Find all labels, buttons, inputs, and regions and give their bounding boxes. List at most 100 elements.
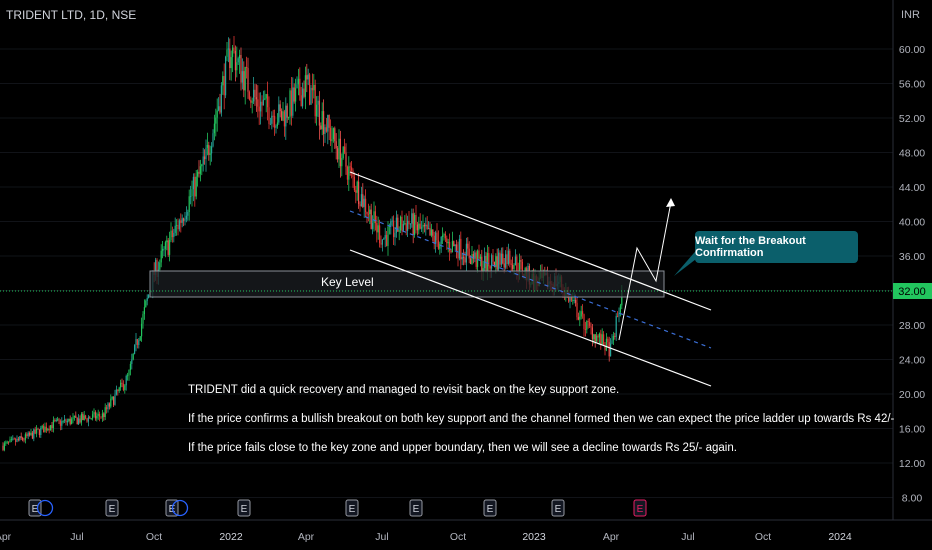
candle-body bbox=[393, 220, 395, 238]
candle-body bbox=[183, 218, 185, 221]
breakout-callout[interactable]: Wait for the Breakout Confirmation bbox=[695, 231, 858, 263]
candle-body bbox=[414, 214, 416, 235]
candle-body bbox=[320, 125, 322, 130]
earnings-marker[interactable]: E bbox=[345, 499, 359, 517]
candle-body bbox=[85, 415, 87, 419]
channel-mid-line[interactable] bbox=[349, 210, 712, 349]
channel-lower-line[interactable] bbox=[349, 249, 712, 387]
candle-body bbox=[106, 407, 108, 410]
earnings-marker[interactable]: E bbox=[633, 499, 647, 517]
x-tick-label: Apr bbox=[603, 531, 620, 543]
key-level-zone[interactable] bbox=[149, 270, 665, 298]
candle-body bbox=[474, 252, 476, 259]
candle-body bbox=[460, 238, 462, 260]
candle-body bbox=[239, 54, 241, 59]
candle-body bbox=[423, 224, 425, 227]
candle-body bbox=[299, 78, 301, 96]
candle-body bbox=[332, 128, 334, 140]
candle-body bbox=[394, 232, 396, 238]
candle-body bbox=[110, 398, 112, 407]
earnings-marker[interactable]: E bbox=[483, 499, 497, 517]
candle-body bbox=[247, 68, 249, 92]
y-tick-label: 60.00 bbox=[899, 44, 925, 56]
dividend-marker[interactable] bbox=[36, 499, 54, 517]
candle-body bbox=[472, 254, 474, 259]
candle-body bbox=[458, 238, 460, 259]
candle-body bbox=[338, 138, 340, 160]
candle-body bbox=[79, 418, 81, 423]
candle-body bbox=[218, 106, 220, 111]
candle-body bbox=[94, 412, 96, 419]
candle-body bbox=[457, 251, 459, 259]
candle-body bbox=[132, 353, 134, 360]
candle-body bbox=[36, 428, 38, 434]
candle-body bbox=[386, 235, 388, 246]
candle-body bbox=[369, 209, 371, 215]
candle-body bbox=[114, 394, 116, 405]
candle-body bbox=[400, 216, 402, 231]
candle-body bbox=[111, 396, 113, 399]
candle-body bbox=[362, 194, 364, 207]
candle-body bbox=[23, 439, 25, 441]
candle-body bbox=[194, 176, 196, 197]
candles bbox=[2, 35, 623, 452]
candle-body bbox=[201, 164, 203, 167]
candle-body bbox=[250, 99, 252, 103]
candle-body bbox=[260, 101, 262, 112]
candle-body bbox=[108, 403, 110, 407]
earnings-marker[interactable]: E bbox=[237, 499, 251, 517]
candle-body bbox=[202, 156, 204, 165]
candle-body bbox=[48, 428, 50, 431]
y-tick-label: 16.00 bbox=[899, 424, 925, 436]
candle-body bbox=[57, 419, 59, 421]
candle-body bbox=[376, 223, 378, 233]
candle-body bbox=[477, 250, 479, 267]
channel-upper-line[interactable] bbox=[349, 171, 712, 311]
candle-body bbox=[163, 248, 165, 250]
candle-body bbox=[258, 106, 260, 112]
candle-body bbox=[317, 100, 319, 105]
candle-body bbox=[227, 48, 229, 50]
candle-body bbox=[59, 420, 61, 426]
grid bbox=[0, 48, 893, 498]
candle-body bbox=[10, 439, 12, 440]
candle-body bbox=[115, 389, 117, 395]
dividend-marker[interactable] bbox=[171, 499, 189, 517]
candle-body bbox=[45, 426, 47, 431]
earnings-marker[interactable]: E bbox=[551, 499, 565, 517]
candle-body bbox=[379, 225, 381, 244]
candle-body bbox=[353, 177, 355, 191]
candle-body bbox=[433, 235, 435, 244]
candle-body bbox=[339, 138, 341, 167]
svg-text:E: E bbox=[637, 504, 644, 515]
candle-body bbox=[97, 413, 99, 416]
candle-body bbox=[230, 57, 232, 69]
x-tick-label: Jul bbox=[681, 531, 694, 543]
candle-body bbox=[520, 260, 522, 262]
candle-body bbox=[75, 415, 77, 418]
candle-body bbox=[248, 91, 250, 100]
candle-body bbox=[279, 104, 281, 112]
candle-body bbox=[233, 47, 235, 51]
projection-path[interactable] bbox=[618, 201, 672, 341]
candle-body bbox=[582, 311, 584, 315]
candle-body bbox=[87, 417, 89, 422]
candle-body bbox=[363, 198, 365, 207]
candle-body bbox=[90, 418, 92, 420]
candle-body bbox=[390, 221, 392, 226]
x-tick-label: Apr bbox=[298, 531, 315, 543]
candle-body bbox=[612, 336, 614, 341]
candle-body bbox=[82, 414, 84, 420]
candle-body bbox=[69, 418, 71, 425]
candle-body bbox=[26, 434, 28, 437]
candle-body bbox=[418, 223, 420, 231]
candle-body bbox=[118, 387, 120, 392]
earnings-marker[interactable]: E bbox=[105, 499, 119, 517]
candle-body bbox=[519, 260, 521, 274]
candle-body bbox=[492, 255, 494, 262]
candle-body bbox=[607, 338, 609, 343]
earnings-marker[interactable]: E bbox=[409, 499, 423, 517]
candle-body bbox=[225, 56, 227, 96]
candle-body bbox=[309, 74, 311, 105]
